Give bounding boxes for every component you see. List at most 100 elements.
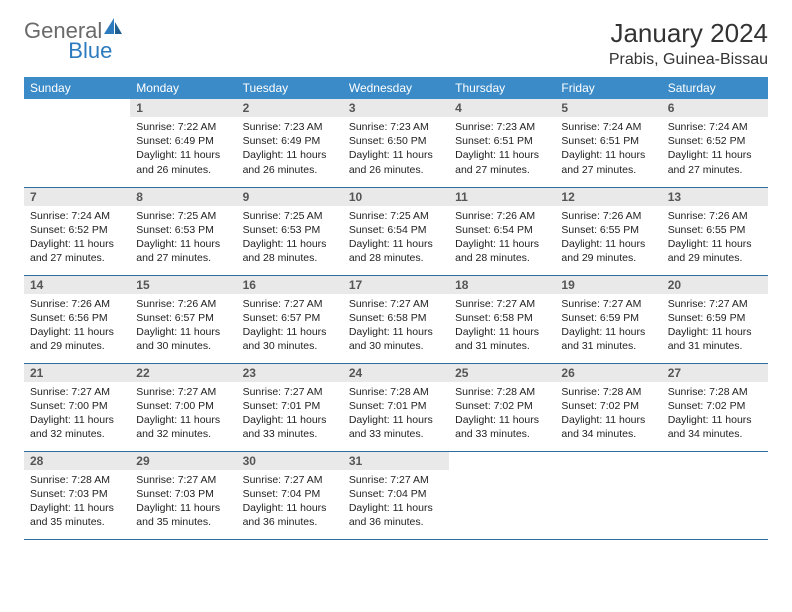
sunset-text: Sunset: 7:04 PM [349,487,443,501]
day-number: 22 [130,364,236,382]
sunrise-text: Sunrise: 7:27 AM [30,385,124,399]
calendar-row: 1Sunrise: 7:22 AMSunset: 6:49 PMDaylight… [24,99,768,187]
day-number: 19 [555,276,661,294]
weekday-header-row: Sunday Monday Tuesday Wednesday Thursday… [24,77,768,99]
sunset-text: Sunset: 6:58 PM [349,311,443,325]
calendar-cell: 25Sunrise: 7:28 AMSunset: 7:02 PMDayligh… [449,363,555,451]
sunset-text: Sunset: 6:55 PM [561,223,655,237]
daylight-text: Daylight: 11 hours and 31 minutes. [455,325,549,353]
day-details: Sunrise: 7:23 AMSunset: 6:50 PMDaylight:… [343,117,449,181]
sunset-text: Sunset: 6:55 PM [668,223,762,237]
calendar-cell [662,451,768,539]
calendar-cell: 3Sunrise: 7:23 AMSunset: 6:50 PMDaylight… [343,99,449,187]
sunrise-text: Sunrise: 7:27 AM [455,297,549,311]
daylight-text: Daylight: 11 hours and 26 minutes. [136,148,230,176]
day-number: 21 [24,364,130,382]
calendar-row: 7Sunrise: 7:24 AMSunset: 6:52 PMDaylight… [24,187,768,275]
day-number: 15 [130,276,236,294]
day-number: 30 [237,452,343,470]
sunrise-text: Sunrise: 7:27 AM [136,385,230,399]
daylight-text: Daylight: 11 hours and 28 minutes. [455,237,549,265]
day-details: Sunrise: 7:24 AMSunset: 6:51 PMDaylight:… [555,117,661,181]
daylight-text: Daylight: 11 hours and 27 minutes. [30,237,124,265]
day-details: Sunrise: 7:27 AMSunset: 7:03 PMDaylight:… [130,470,236,534]
day-number: 9 [237,188,343,206]
daylight-text: Daylight: 11 hours and 27 minutes. [668,148,762,176]
daylight-text: Daylight: 11 hours and 28 minutes. [349,237,443,265]
calendar-cell: 27Sunrise: 7:28 AMSunset: 7:02 PMDayligh… [662,363,768,451]
logo-text-blue: Blue [68,38,112,63]
sunrise-text: Sunrise: 7:23 AM [243,120,337,134]
sunset-text: Sunset: 6:52 PM [668,134,762,148]
calendar-cell: 8Sunrise: 7:25 AMSunset: 6:53 PMDaylight… [130,187,236,275]
day-details: Sunrise: 7:27 AMSunset: 7:01 PMDaylight:… [237,382,343,446]
sunset-text: Sunset: 7:01 PM [243,399,337,413]
sunset-text: Sunset: 7:00 PM [136,399,230,413]
calendar-cell: 2Sunrise: 7:23 AMSunset: 6:49 PMDaylight… [237,99,343,187]
calendar-cell: 17Sunrise: 7:27 AMSunset: 6:58 PMDayligh… [343,275,449,363]
sunrise-text: Sunrise: 7:27 AM [349,297,443,311]
day-details: Sunrise: 7:27 AMSunset: 7:00 PMDaylight:… [24,382,130,446]
sunset-text: Sunset: 7:02 PM [455,399,549,413]
sunset-text: Sunset: 7:02 PM [668,399,762,413]
day-number: 8 [130,188,236,206]
weekday-header: Monday [130,77,236,99]
calendar-cell: 24Sunrise: 7:28 AMSunset: 7:01 PMDayligh… [343,363,449,451]
sunset-text: Sunset: 6:54 PM [349,223,443,237]
day-details: Sunrise: 7:27 AMSunset: 6:58 PMDaylight:… [449,294,555,358]
day-details: Sunrise: 7:25 AMSunset: 6:54 PMDaylight:… [343,206,449,270]
calendar-cell: 30Sunrise: 7:27 AMSunset: 7:04 PMDayligh… [237,451,343,539]
day-number: 6 [662,99,768,117]
day-number: 18 [449,276,555,294]
sunrise-text: Sunrise: 7:26 AM [136,297,230,311]
sunrise-text: Sunrise: 7:28 AM [561,385,655,399]
sunset-text: Sunset: 6:57 PM [136,311,230,325]
sunrise-text: Sunrise: 7:23 AM [455,120,549,134]
sunrise-text: Sunrise: 7:27 AM [349,473,443,487]
sunrise-text: Sunrise: 7:27 AM [136,473,230,487]
daylight-text: Daylight: 11 hours and 35 minutes. [136,501,230,529]
daylight-text: Daylight: 11 hours and 36 minutes. [349,501,443,529]
sunset-text: Sunset: 7:01 PM [349,399,443,413]
daylight-text: Daylight: 11 hours and 28 minutes. [243,237,337,265]
daylight-text: Daylight: 11 hours and 35 minutes. [30,501,124,529]
sunset-text: Sunset: 7:02 PM [561,399,655,413]
sunset-text: Sunset: 6:53 PM [243,223,337,237]
sunset-text: Sunset: 6:56 PM [30,311,124,325]
day-details: Sunrise: 7:24 AMSunset: 6:52 PMDaylight:… [24,206,130,270]
sunrise-text: Sunrise: 7:22 AM [136,120,230,134]
day-number: 24 [343,364,449,382]
calendar-cell: 7Sunrise: 7:24 AMSunset: 6:52 PMDaylight… [24,187,130,275]
sunset-text: Sunset: 6:53 PM [136,223,230,237]
sunset-text: Sunset: 7:03 PM [136,487,230,501]
calendar-page: General Blue January 2024 Prabis, Guinea… [0,0,792,558]
sunrise-text: Sunrise: 7:26 AM [455,209,549,223]
sunrise-text: Sunrise: 7:27 AM [243,385,337,399]
sunrise-text: Sunrise: 7:27 AM [243,297,337,311]
daylight-text: Daylight: 11 hours and 32 minutes. [30,413,124,441]
calendar-cell: 6Sunrise: 7:24 AMSunset: 6:52 PMDaylight… [662,99,768,187]
sunset-text: Sunset: 7:04 PM [243,487,337,501]
daylight-text: Daylight: 11 hours and 29 minutes. [30,325,124,353]
day-number: 10 [343,188,449,206]
day-number: 31 [343,452,449,470]
calendar-cell [449,451,555,539]
calendar-cell: 19Sunrise: 7:27 AMSunset: 6:59 PMDayligh… [555,275,661,363]
daylight-text: Daylight: 11 hours and 30 minutes. [243,325,337,353]
day-details: Sunrise: 7:27 AMSunset: 7:04 PMDaylight:… [343,470,449,534]
sunset-text: Sunset: 6:54 PM [455,223,549,237]
calendar-cell: 28Sunrise: 7:28 AMSunset: 7:03 PMDayligh… [24,451,130,539]
sunset-text: Sunset: 6:49 PM [136,134,230,148]
calendar-row: 14Sunrise: 7:26 AMSunset: 6:56 PMDayligh… [24,275,768,363]
day-number: 5 [555,99,661,117]
daylight-text: Daylight: 11 hours and 31 minutes. [561,325,655,353]
day-details: Sunrise: 7:27 AMSunset: 6:59 PMDaylight:… [555,294,661,358]
day-number: 2 [237,99,343,117]
weekday-header: Wednesday [343,77,449,99]
weekday-header: Thursday [449,77,555,99]
sunrise-text: Sunrise: 7:26 AM [561,209,655,223]
day-details: Sunrise: 7:27 AMSunset: 6:58 PMDaylight:… [343,294,449,358]
day-details: Sunrise: 7:28 AMSunset: 7:02 PMDaylight:… [449,382,555,446]
calendar-cell: 1Sunrise: 7:22 AMSunset: 6:49 PMDaylight… [130,99,236,187]
daylight-text: Daylight: 11 hours and 29 minutes. [561,237,655,265]
